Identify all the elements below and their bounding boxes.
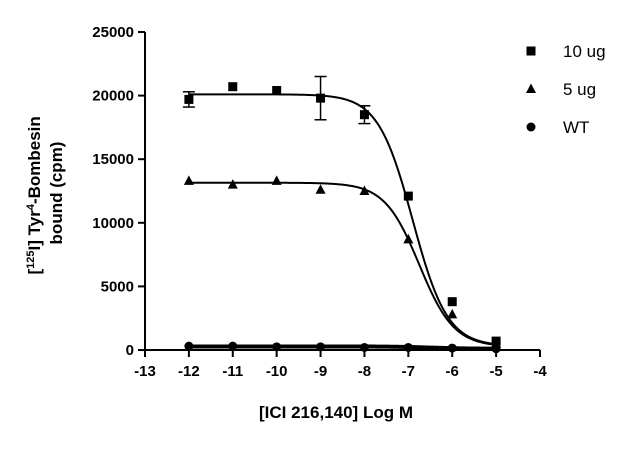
legend-label-10-ug: 10 ug — [563, 42, 606, 61]
axes — [144, 32, 540, 351]
data-point-WT — [272, 342, 282, 352]
data-point-WT — [447, 343, 457, 353]
y-axis-title: [125I] Tyr4-Bombesin bound (cpm) — [25, 111, 66, 274]
x-tick-label: -12 — [178, 363, 200, 380]
data-point-WT — [184, 341, 194, 351]
x-tick-label: -5 — [489, 363, 502, 380]
data-point-5-ug — [359, 185, 370, 195]
data-point-WT — [491, 344, 501, 354]
data-point-10-ug — [184, 94, 194, 104]
data-points — [182, 75, 502, 354]
fit-curve-5-ug — [188, 181, 497, 346]
y-tick-label: 0 — [126, 342, 134, 359]
data-point-10-ug — [228, 82, 238, 92]
y-axis-title-line1: [125I] Tyr4-Bombesin — [25, 111, 44, 274]
y-tick-label: 5000 — [101, 278, 134, 295]
fit-curve-10-ug — [188, 93, 497, 346]
x-tick-label: -6 — [446, 363, 459, 380]
x-tick-label: -8 — [358, 363, 371, 380]
y-tick-label: 25000 — [92, 24, 134, 41]
x-tick-label: -10 — [266, 363, 288, 380]
ticks: -13 -12 -11 -10 -9 -8 -7 -6 -5 -4 0 5000 10000 15000 2… — [92, 24, 547, 380]
x-tick-label: -7 — [402, 363, 415, 380]
data-point-WT — [359, 342, 369, 352]
legend-marker-5-ug — [526, 83, 536, 93]
data-point-5-ug — [183, 175, 194, 185]
fit-curve-WT — [188, 344, 497, 351]
x-tick-label: -11 — [222, 363, 243, 380]
x-tick-label: -13 — [134, 363, 156, 380]
data-point-WT — [228, 341, 238, 351]
data-point-10-ug — [272, 86, 282, 96]
data-point-5-ug — [315, 184, 326, 194]
data-point-10-ug — [359, 110, 369, 120]
data-point-5-ug — [271, 175, 282, 185]
data-point-5-ug — [403, 233, 414, 244]
legend-marker-WT — [526, 122, 536, 132]
data-point-5-ug — [447, 308, 458, 319]
data-point-WT — [403, 342, 413, 352]
y-axis-title-line2: bound (cpm) — [47, 142, 66, 245]
x-tick-label: -9 — [314, 363, 327, 380]
legend-label-5-ug: 5 ug — [563, 80, 596, 99]
y-tick-label: 20000 — [92, 88, 134, 105]
fit-curves — [188, 93, 497, 351]
data-point-10-ug — [403, 191, 413, 201]
x-axis-title: [ICI 216,140] Log M — [259, 403, 413, 422]
data-point-WT — [316, 342, 326, 352]
data-point-10-ug — [316, 93, 326, 103]
x-tick-label: -4 — [533, 363, 547, 380]
data-point-10-ug — [447, 297, 457, 307]
legend-label-WT: WT — [563, 118, 589, 137]
legend: 10 ug 5 ug WT — [526, 42, 606, 137]
legend-marker-10-ug — [526, 46, 536, 56]
y-tick-label: 15000 — [92, 151, 134, 168]
y-tick-label: 10000 — [92, 215, 134, 232]
data-point-5-ug — [227, 179, 238, 189]
